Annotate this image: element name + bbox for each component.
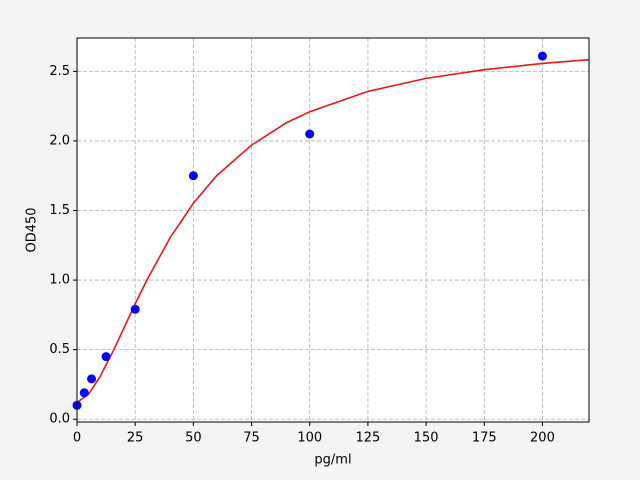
y-tick-label: 0.0 (49, 412, 70, 427)
x-tick-label: 25 (127, 431, 144, 446)
x-tick-label: 0 (73, 431, 81, 446)
y-tick-label: 2.5 (49, 64, 70, 79)
plot-area (77, 38, 589, 422)
data-point (305, 129, 315, 139)
data-point (101, 352, 111, 362)
x-tick-label: 150 (414, 431, 439, 446)
x-tick-label: 75 (243, 431, 260, 446)
y-tick-label: 2.0 (49, 133, 70, 148)
plot-frame (76, 37, 590, 423)
y-tick-label: 0.5 (49, 342, 70, 357)
x-tick-label: 125 (355, 431, 380, 446)
data-point (130, 304, 140, 314)
y-tick-label: 1.0 (49, 273, 70, 288)
x-tick-label: 175 (472, 431, 497, 446)
x-axis-label: pg/ml (314, 453, 351, 468)
data-point (87, 374, 97, 384)
x-tick-label: 50 (185, 431, 202, 446)
data-point (537, 51, 547, 61)
data-point (79, 388, 89, 398)
y-axis-label: OD450 (25, 207, 40, 252)
data-point (188, 171, 198, 181)
x-tick-label: 100 (297, 431, 322, 446)
x-tick-label: 200 (530, 431, 555, 446)
y-tick-label: 1.5 (49, 203, 70, 218)
